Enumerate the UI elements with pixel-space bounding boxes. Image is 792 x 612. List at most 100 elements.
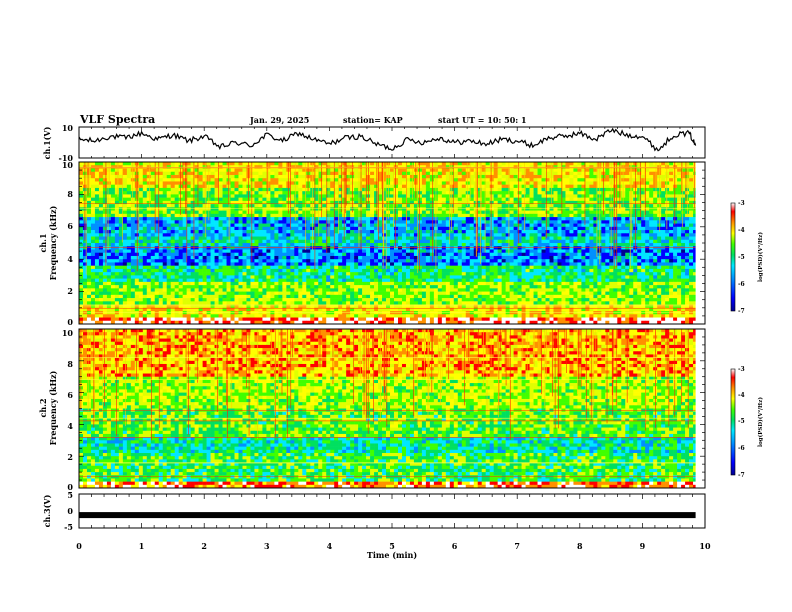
heatmap-cell	[138, 246, 144, 250]
heatmap-cell	[501, 213, 506, 218]
heatmap-cell	[162, 174, 168, 179]
heatmap-cell	[497, 259, 502, 263]
heatmap-cell	[362, 187, 367, 192]
heatmap-cell	[425, 184, 431, 189]
heatmap-cell	[326, 226, 331, 231]
heatmap-cell	[469, 184, 475, 189]
heatmap-cell	[593, 230, 598, 234]
heatmap-cell	[346, 236, 351, 241]
heatmap-cell	[390, 200, 395, 205]
heatmap-cell	[521, 194, 526, 198]
heatmap-cell	[449, 259, 455, 263]
heatmap-cell	[390, 223, 395, 228]
heatmap-cell	[425, 194, 431, 198]
heatmap-cell	[238, 213, 243, 218]
heatmap-cell	[326, 174, 331, 179]
heatmap-cell	[561, 168, 566, 173]
heatmap-cell	[382, 171, 387, 176]
heatmap-cell	[118, 174, 124, 179]
heatmap-cell	[521, 197, 526, 202]
heatmap-cell	[170, 200, 175, 205]
heatmap-cell	[429, 259, 435, 263]
heatmap-cell	[625, 259, 630, 263]
heatmap-cell	[421, 236, 427, 241]
heatmap-cell	[386, 213, 391, 218]
heatmap-cell	[409, 249, 415, 254]
heatmap-cell	[577, 217, 582, 221]
heatmap-cell	[513, 210, 518, 215]
heatmap-cell	[318, 239, 323, 244]
heatmap-cell	[130, 223, 136, 228]
heatmap-cell	[158, 181, 164, 185]
heatmap-cell	[437, 194, 443, 198]
heatmap-cell	[457, 181, 463, 185]
heatmap-cell	[270, 200, 275, 205]
heatmap-cell	[370, 236, 375, 241]
heatmap-cell	[198, 233, 203, 237]
heatmap-cell	[274, 162, 279, 166]
heatmap-cell	[79, 174, 84, 179]
heatmap-cell	[509, 226, 514, 231]
heatmap-cell	[370, 204, 375, 208]
heatmap-cell	[170, 217, 175, 221]
heatmap-cell	[314, 181, 319, 185]
heatmap-cell	[429, 233, 435, 237]
heatmap-cell	[82, 255, 88, 260]
heatmap-cell	[242, 223, 247, 228]
heatmap-cell	[557, 197, 562, 202]
heatmap-cell	[202, 226, 207, 231]
heatmap-cell	[613, 226, 618, 231]
heatmap-cell	[254, 239, 259, 244]
heatmap-cell	[477, 255, 483, 260]
heatmap-cell	[362, 220, 367, 224]
heatmap-cell	[517, 213, 522, 218]
heatmap-cell	[689, 168, 694, 173]
heatmap-cell	[210, 194, 215, 198]
heatmap-cell	[354, 204, 359, 208]
heatmap-cell	[677, 259, 682, 263]
heatmap-cell	[585, 255, 590, 260]
heatmap-cell	[681, 181, 686, 185]
heatmap-cell	[617, 204, 622, 208]
heatmap-cell	[513, 252, 518, 257]
heatmap-cell	[677, 210, 682, 215]
heatmap-cell	[318, 236, 323, 241]
heatmap-cell	[525, 210, 530, 215]
heatmap-cell	[593, 220, 598, 224]
heatmap-cell	[633, 252, 638, 257]
heatmap-cell	[370, 255, 375, 260]
heatmap-cell	[425, 252, 431, 257]
heatmap-cell	[673, 249, 678, 254]
heatmap-cell	[194, 194, 199, 198]
heatmap-cell	[525, 233, 530, 237]
heatmap-cell	[234, 181, 239, 185]
heatmap-cell	[649, 255, 654, 260]
heatmap-cell	[82, 249, 88, 254]
heatmap-cell	[138, 194, 144, 198]
heatmap-cell	[158, 174, 164, 179]
heatmap-cell	[358, 249, 363, 254]
heatmap-cell	[346, 187, 351, 192]
heatmap-cell	[210, 213, 215, 218]
heatmap-cell	[513, 174, 518, 179]
heatmap-cell	[298, 200, 303, 205]
heatmap-cell	[449, 249, 455, 254]
heatmap-cell	[230, 178, 235, 182]
heatmap-cell	[358, 174, 363, 179]
heatmap-cell	[114, 239, 120, 244]
heatmap-cell	[190, 226, 195, 231]
heatmap-cell	[585, 207, 590, 211]
heatmap-cell	[677, 200, 682, 205]
heatmap-cell	[613, 243, 618, 247]
heatmap-cell	[641, 210, 646, 215]
heatmap-cell	[621, 230, 626, 234]
heatmap-cell	[625, 226, 630, 231]
heatmap-cell	[186, 207, 191, 211]
heatmap-cell	[102, 243, 108, 247]
heatmap-cell	[401, 255, 407, 260]
heatmap-cell	[79, 255, 84, 260]
heatmap-cell	[246, 213, 251, 218]
heatmap-cell	[154, 252, 160, 257]
heatmap-cell	[282, 230, 287, 234]
heatmap-cell	[481, 226, 486, 231]
